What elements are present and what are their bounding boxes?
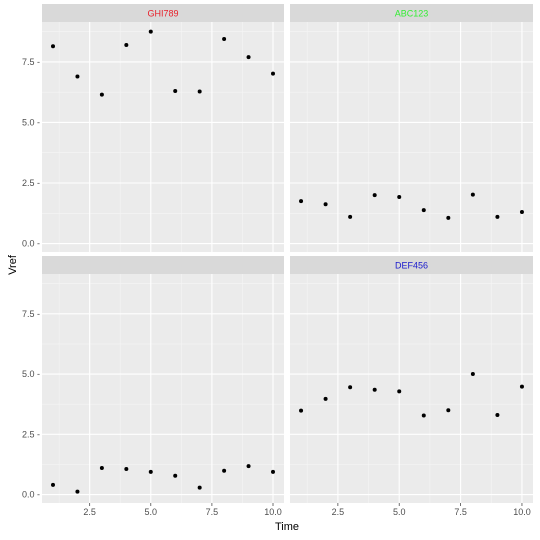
data-point bbox=[323, 396, 328, 401]
facet-panel: GHI789 0.0 - 2.5 - 5.0 - 7.5 - bbox=[22, 4, 284, 252]
facet-strip-label: GHI789 bbox=[147, 9, 178, 19]
x-tick-label: 2.5 bbox=[83, 507, 96, 517]
data-point bbox=[75, 489, 80, 494]
data-point bbox=[124, 43, 129, 47]
data-point bbox=[421, 208, 426, 213]
data-point bbox=[246, 464, 251, 469]
data-point bbox=[299, 408, 304, 413]
x-tick-label: 10.0 bbox=[264, 507, 282, 517]
panel-background bbox=[290, 22, 533, 252]
data-point bbox=[397, 389, 402, 394]
data-point bbox=[446, 408, 451, 413]
data-point bbox=[51, 482, 55, 487]
y-tick-label: 2.5 - bbox=[22, 429, 40, 439]
data-point bbox=[397, 195, 402, 200]
data-point bbox=[197, 485, 202, 490]
data-point bbox=[271, 71, 275, 76]
data-point bbox=[99, 466, 104, 471]
data-point bbox=[519, 384, 524, 389]
y-tick-label: 0.0 - bbox=[22, 239, 40, 249]
data-point bbox=[299, 199, 304, 204]
x-tick-label: 5.0 bbox=[393, 507, 406, 517]
x-tick-label: 5.0 bbox=[145, 507, 158, 517]
x-tick-label: 7.5 bbox=[206, 507, 219, 517]
panel-background bbox=[42, 274, 284, 503]
facet-strip bbox=[290, 4, 533, 22]
data-point bbox=[470, 372, 475, 377]
data-point bbox=[51, 44, 55, 49]
panel-background bbox=[290, 274, 533, 503]
panel-background bbox=[42, 22, 284, 252]
data-point bbox=[271, 469, 275, 474]
y-tick-label: 5.0 - bbox=[22, 369, 40, 379]
data-point bbox=[348, 385, 353, 390]
data-point bbox=[372, 387, 377, 392]
data-point bbox=[173, 473, 178, 478]
y-tick-label: 5.0 - bbox=[22, 117, 40, 127]
data-point bbox=[348, 214, 353, 219]
data-point bbox=[148, 29, 153, 34]
data-point bbox=[323, 202, 328, 207]
y-tick-label: 2.5 - bbox=[22, 178, 40, 188]
y-tick-label: 7.5 - bbox=[22, 309, 40, 319]
data-point bbox=[124, 467, 129, 472]
x-tick-label: 10.0 bbox=[513, 507, 531, 517]
y-tick-label: 7.5 - bbox=[22, 57, 40, 67]
data-point bbox=[519, 210, 524, 215]
data-point bbox=[421, 413, 426, 418]
facet-panel: ABC123 bbox=[290, 4, 533, 252]
facet-panel: DEF456 2.5 5.0 7.5 10.0 bbox=[290, 256, 533, 517]
data-point bbox=[372, 193, 377, 198]
data-point bbox=[222, 36, 227, 41]
facet-panel: 0.0 - 2.5 - 5.0 - 7.5 - 2.5 5.0 7.5 10.0 bbox=[22, 256, 284, 517]
y-tick-label: 0.0 - bbox=[22, 490, 40, 500]
data-point bbox=[75, 74, 80, 79]
data-point bbox=[197, 89, 202, 94]
facet-strip bbox=[290, 256, 533, 274]
x-tick-label: 2.5 bbox=[332, 507, 345, 517]
data-point bbox=[173, 89, 178, 93]
x-axis-title: Time bbox=[275, 521, 299, 533]
data-point bbox=[222, 468, 227, 473]
facet-strip-label: DEF456 bbox=[395, 261, 428, 271]
data-point bbox=[99, 92, 104, 97]
x-tick-label: 7.5 bbox=[454, 507, 467, 517]
data-point bbox=[246, 55, 251, 60]
y-axis-title: Vref bbox=[7, 254, 19, 275]
facet-strip bbox=[42, 256, 284, 274]
data-point bbox=[495, 413, 500, 418]
data-point bbox=[446, 215, 451, 220]
data-point bbox=[470, 192, 475, 197]
facet-strip bbox=[42, 4, 284, 22]
facet-strip-label: ABC123 bbox=[395, 9, 429, 19]
data-point bbox=[148, 469, 153, 474]
data-point bbox=[495, 214, 500, 219]
